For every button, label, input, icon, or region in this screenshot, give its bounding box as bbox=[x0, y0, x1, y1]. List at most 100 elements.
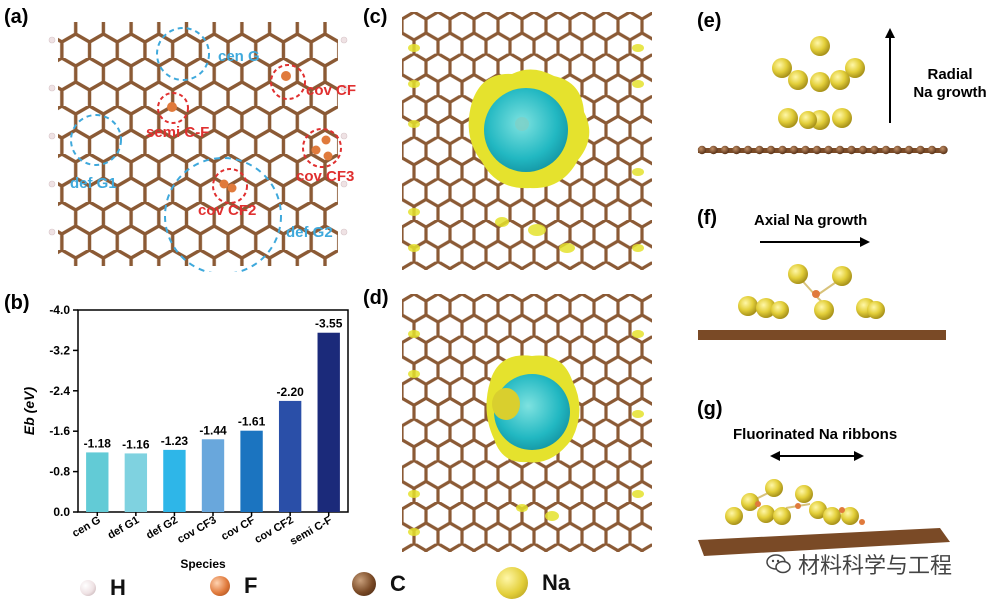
f-na-isosurface bbox=[492, 388, 520, 420]
cen-g-circle bbox=[156, 27, 210, 81]
carbon-atom bbox=[881, 145, 891, 155]
x-tick-label: cov CF bbox=[219, 514, 257, 543]
carbon-atom bbox=[709, 145, 718, 155]
panel-c-charge-density bbox=[402, 12, 652, 270]
panel-label-e: (e) bbox=[697, 10, 722, 32]
panel-label-a: (a) bbox=[4, 6, 29, 28]
carbon-atom bbox=[697, 145, 707, 155]
f-atom-icon bbox=[210, 576, 230, 596]
x-tick-label: cov CF3 bbox=[175, 514, 218, 546]
carbon-atom bbox=[755, 145, 764, 155]
panel-label-f: (f) bbox=[697, 207, 717, 229]
wechat-icon bbox=[766, 554, 791, 574]
carbon-atom bbox=[870, 145, 879, 155]
bar bbox=[317, 332, 340, 512]
def-g1-circle bbox=[70, 114, 122, 166]
panel-g-structure bbox=[698, 451, 950, 556]
f-atom bbox=[281, 71, 291, 81]
panel-a-lattice bbox=[48, 22, 348, 266]
axial-growth-label: Axial Na growth bbox=[754, 212, 868, 229]
y-tick-label: -0.8 bbox=[49, 465, 70, 479]
f-atom bbox=[311, 145, 321, 155]
x-tick-label: semi C-F bbox=[288, 514, 334, 548]
fluorinated-ribbons-label: Fluorinated Na ribbons bbox=[733, 426, 898, 443]
panel-e-structure bbox=[697, 28, 948, 155]
carbon-atom bbox=[847, 145, 856, 155]
legend-item-na: Na bbox=[496, 567, 570, 599]
carbon-atom bbox=[904, 145, 914, 155]
panel-label-b: (b) bbox=[4, 292, 30, 314]
carbon-atom bbox=[789, 145, 799, 155]
bar-value-label: -1.18 bbox=[84, 436, 112, 450]
na-atom-icon bbox=[496, 567, 528, 599]
legend-label-na: Na bbox=[542, 570, 571, 595]
c-atom-icon bbox=[352, 572, 376, 596]
carbon-atom bbox=[824, 145, 833, 155]
f-atom bbox=[219, 179, 229, 189]
graphene-sheet bbox=[58, 22, 338, 266]
carbon-atom bbox=[720, 145, 730, 155]
bar-value-label: -1.23 bbox=[161, 434, 189, 448]
cov-cf2-circle bbox=[212, 168, 248, 204]
bar-value-label: -1.44 bbox=[199, 423, 227, 437]
legend-item-h: H bbox=[80, 575, 126, 601]
na-atom-isosurface bbox=[484, 88, 568, 172]
y-tick-label: -2.4 bbox=[49, 384, 70, 398]
carbon-atom bbox=[835, 145, 845, 155]
carbon-atom bbox=[743, 145, 753, 155]
carbon-atom bbox=[801, 145, 810, 155]
bar bbox=[86, 452, 109, 512]
radial-growth-label-line2: Na growth bbox=[913, 84, 987, 101]
legend-item-f: F bbox=[210, 573, 257, 599]
legend-label-f: F bbox=[244, 573, 258, 598]
radial-growth-label-line1: Radial bbox=[927, 66, 973, 83]
x-axis-label: Species bbox=[180, 557, 226, 571]
panel-label-c: (c) bbox=[363, 6, 388, 28]
panel-a-annotations bbox=[70, 27, 342, 272]
label-cen-g: cen G bbox=[218, 48, 260, 65]
x-tick-label: def G2 bbox=[144, 514, 180, 542]
label-cov-cf2: cov CF2 bbox=[198, 202, 257, 219]
carbon-atom bbox=[812, 145, 822, 155]
legend-item-c: C bbox=[352, 571, 406, 597]
carbon-atom bbox=[732, 145, 741, 155]
bar bbox=[201, 439, 225, 512]
carbon-atom bbox=[766, 145, 776, 155]
watermark: 材料科学与工程 bbox=[766, 548, 952, 580]
bar bbox=[278, 400, 302, 512]
legend-label-c: C bbox=[390, 571, 406, 596]
label-def-g2: def G2 bbox=[286, 224, 333, 241]
panel-f-structure bbox=[698, 237, 946, 340]
semi-cf-circle bbox=[157, 92, 189, 124]
panel-b-chart: -4.0 -3.2 -2.4 -1.6 -0.8 0.0 Eb (eV) -1.18 cen G… bbox=[21, 303, 349, 571]
bar-value-label: -2.20 bbox=[276, 385, 304, 399]
y-tick-label: -3.2 bbox=[49, 343, 70, 357]
panel-d-charge-density bbox=[402, 294, 652, 552]
y-tick-label: -4.0 bbox=[49, 303, 70, 317]
cov-cf3-circle bbox=[302, 128, 342, 168]
carbon-atom bbox=[939, 145, 948, 155]
legend-label-h: H bbox=[110, 575, 126, 600]
bar-value-label: -1.16 bbox=[122, 437, 150, 451]
label-semi-cf: semi C-F bbox=[146, 124, 210, 141]
bar bbox=[163, 449, 186, 512]
x-tick-label: cen G bbox=[70, 514, 102, 540]
watermark-text: 材料科学与工程 bbox=[798, 554, 953, 579]
panel-label-d: (d) bbox=[363, 287, 389, 309]
cov-cf-circle bbox=[270, 64, 306, 100]
y-axis-label: Eb (eV) bbox=[21, 387, 37, 436]
bar bbox=[124, 453, 148, 512]
carbon-atom bbox=[916, 145, 925, 155]
label-cov-cf: cov CF bbox=[306, 82, 357, 99]
label-cov-cf3: cov CF3 bbox=[296, 168, 355, 185]
panel-label-g: (g) bbox=[697, 398, 723, 420]
carbon-atom bbox=[927, 145, 937, 155]
bar-value-label: -1.61 bbox=[238, 415, 266, 429]
def-g2-circle bbox=[164, 157, 282, 272]
carbon-atom bbox=[858, 145, 868, 155]
label-def-g1: def G1 bbox=[70, 175, 117, 192]
x-tick-label: def G1 bbox=[106, 514, 142, 542]
carbon-atom bbox=[893, 145, 902, 155]
f-atom bbox=[167, 102, 177, 112]
f-atom bbox=[323, 151, 333, 161]
